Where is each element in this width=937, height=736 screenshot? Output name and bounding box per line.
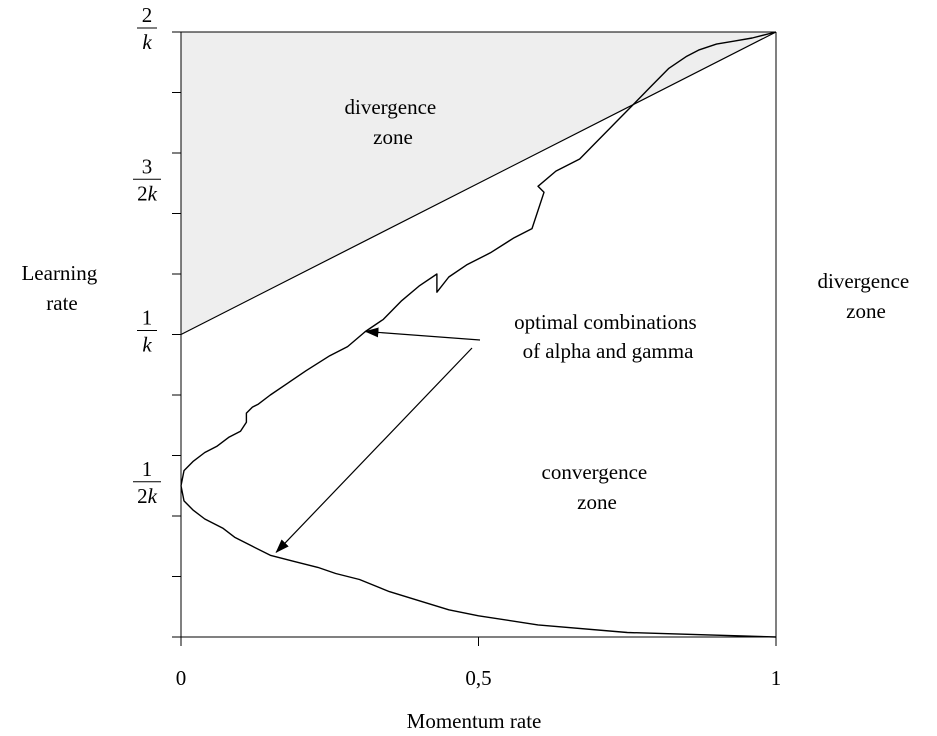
y-axis-label: Learning rate (21, 261, 102, 315)
y-tick-denominator: 2k (137, 181, 158, 205)
x-tick-label: 0 (176, 666, 187, 690)
y-tick-numerator: 2 (142, 3, 153, 27)
y-tick-numerator: 3 (142, 154, 153, 178)
curves (180, 31, 777, 638)
annotation-arrow (275, 347, 473, 554)
y-tick-denominator: 2k (137, 484, 158, 508)
x-ticks: 0 0,5 1 (176, 637, 782, 690)
divergence-zone-label-inner: divergence zone (345, 95, 442, 149)
y-tick-denominator: k (142, 30, 152, 54)
y-tick-denominator: k (142, 333, 152, 357)
annotation-arrows (275, 327, 481, 554)
y-tick-label: 1k (137, 306, 157, 357)
y-tick-numerator: 1 (142, 457, 153, 481)
divergence-zone-label-right: divergence zone (818, 269, 915, 323)
x-tick-label: 0,5 (465, 666, 491, 690)
optimal-combinations-label: optimal combinations of alpha and gamma (514, 310, 702, 363)
y-tick-label: 32k (133, 154, 161, 205)
y-tick-label: 2k (137, 3, 157, 54)
y-tick-label: 12k (133, 457, 161, 508)
x-axis-label: Momentum rate (407, 709, 542, 733)
x-tick-label: 1 (771, 666, 782, 690)
optimal-curve-lower (180, 485, 777, 638)
annotation-arrow (364, 327, 481, 341)
boundary-line (180, 31, 777, 336)
convergence-zone-label: convergence zone (542, 460, 653, 514)
y-tick-numerator: 1 (142, 306, 153, 330)
optimal-curve-upper (180, 31, 777, 486)
